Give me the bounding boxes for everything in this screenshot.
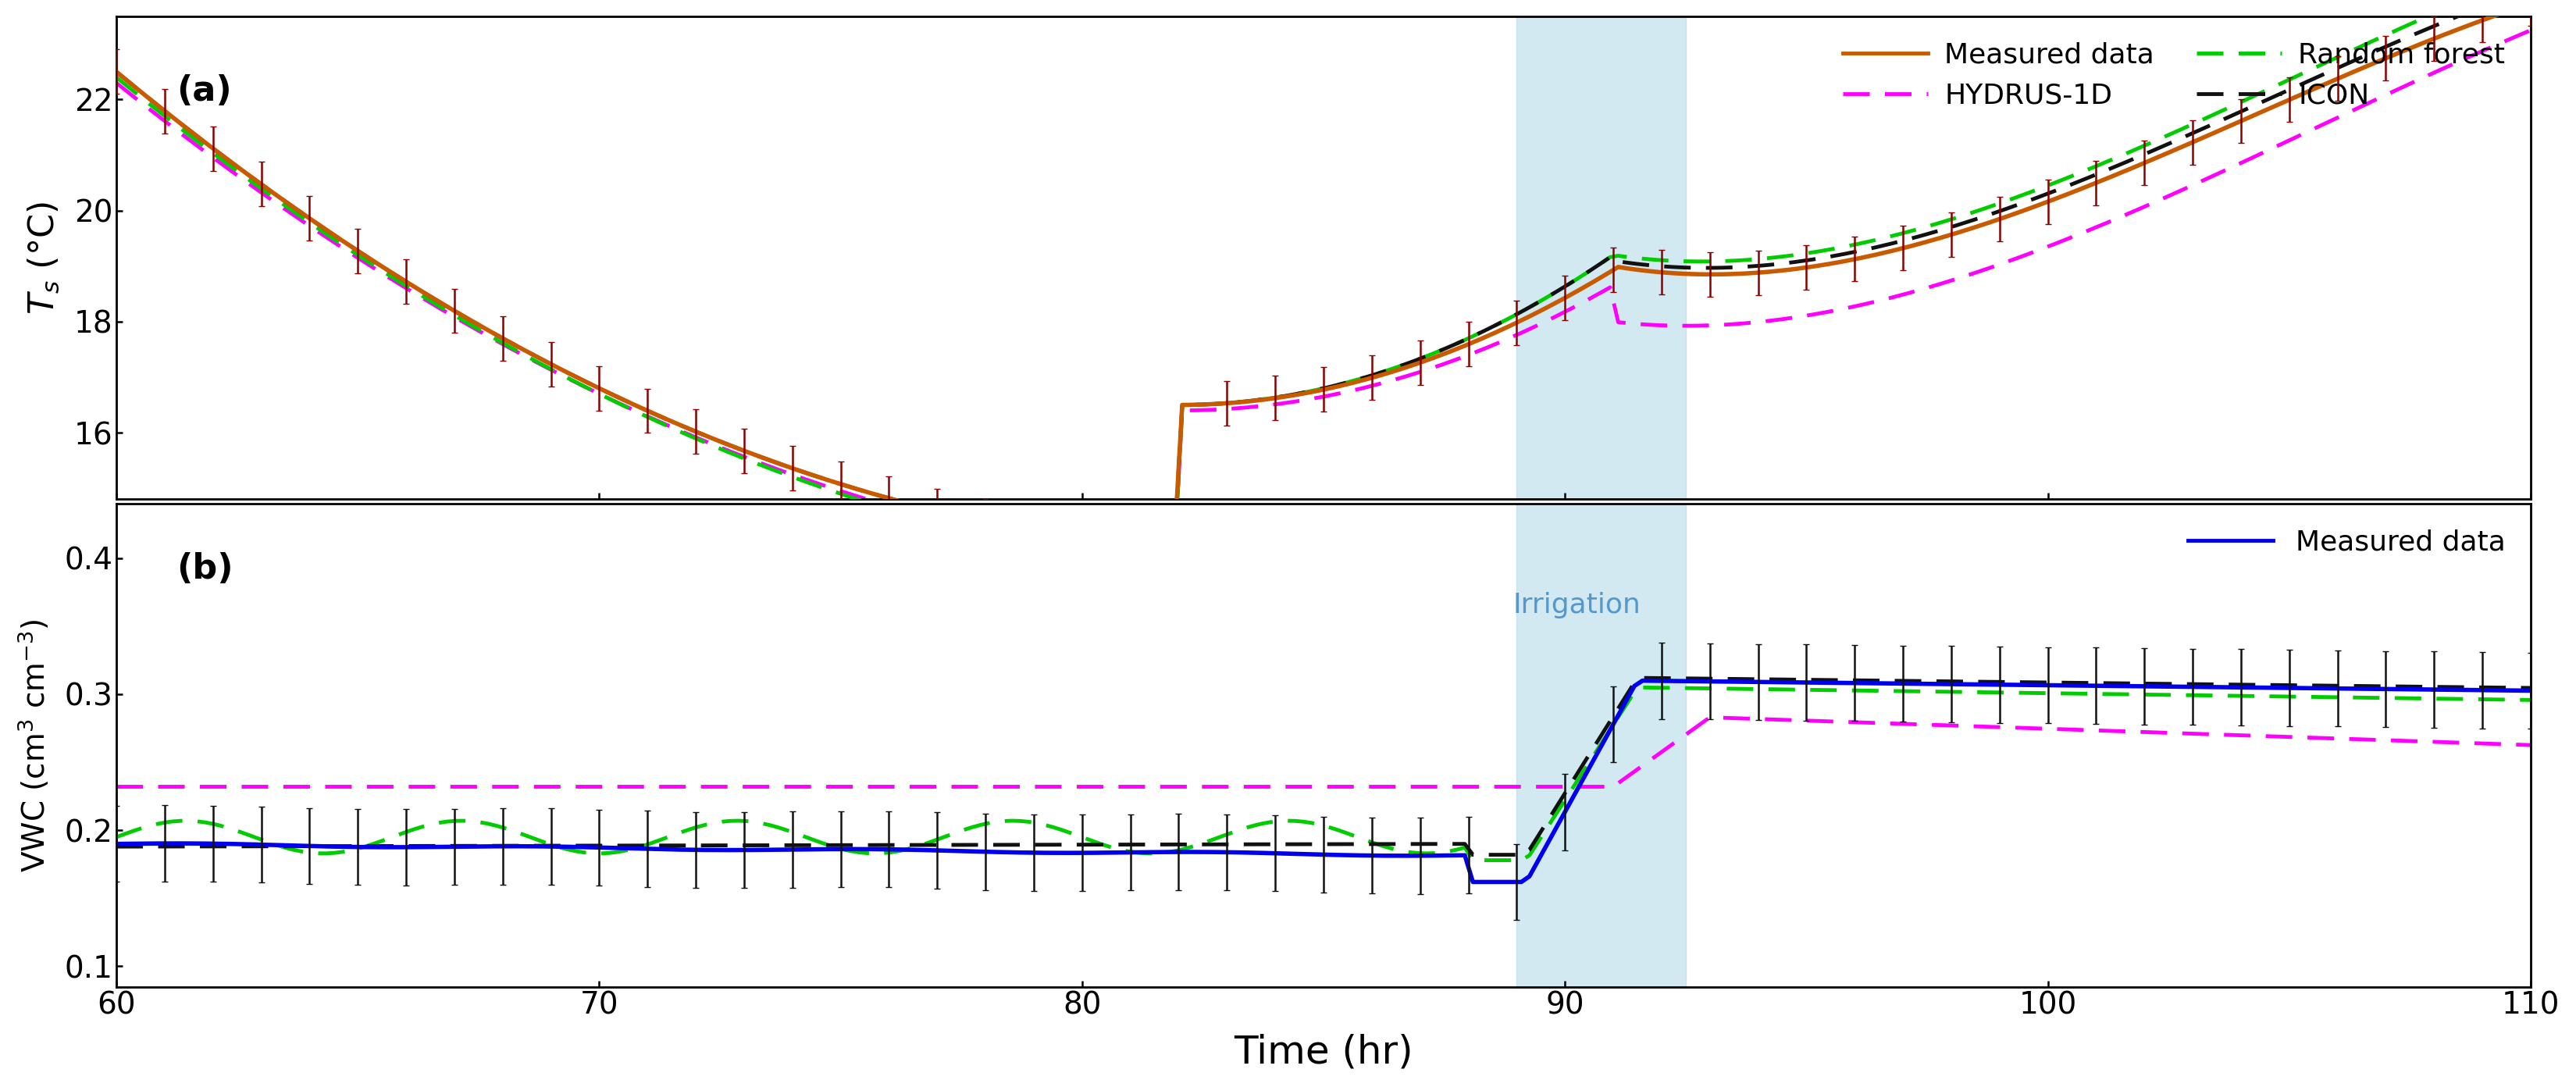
- Bar: [1517, 16, 1685, 499]
- X-axis label: Time (hr): Time (hr): [1234, 1034, 1414, 1071]
- Bar: [1517, 503, 1685, 987]
- Y-axis label: VWC (cm$^3$ cm$^{-3}$): VWC (cm$^3$ cm$^{-3}$): [15, 619, 52, 872]
- Legend: Measured data, HYDRUS-1D, Random forest, ICON: Measured data, HYDRUS-1D, Random forest,…: [1832, 30, 2517, 121]
- Text: (b): (b): [178, 552, 234, 586]
- Text: Irrigation: Irrigation: [1512, 592, 1641, 619]
- Y-axis label: $T_s$ (°C): $T_s$ (°C): [26, 201, 62, 314]
- Text: (a): (a): [178, 74, 232, 108]
- Legend: Measured data: Measured data: [2177, 517, 2517, 567]
